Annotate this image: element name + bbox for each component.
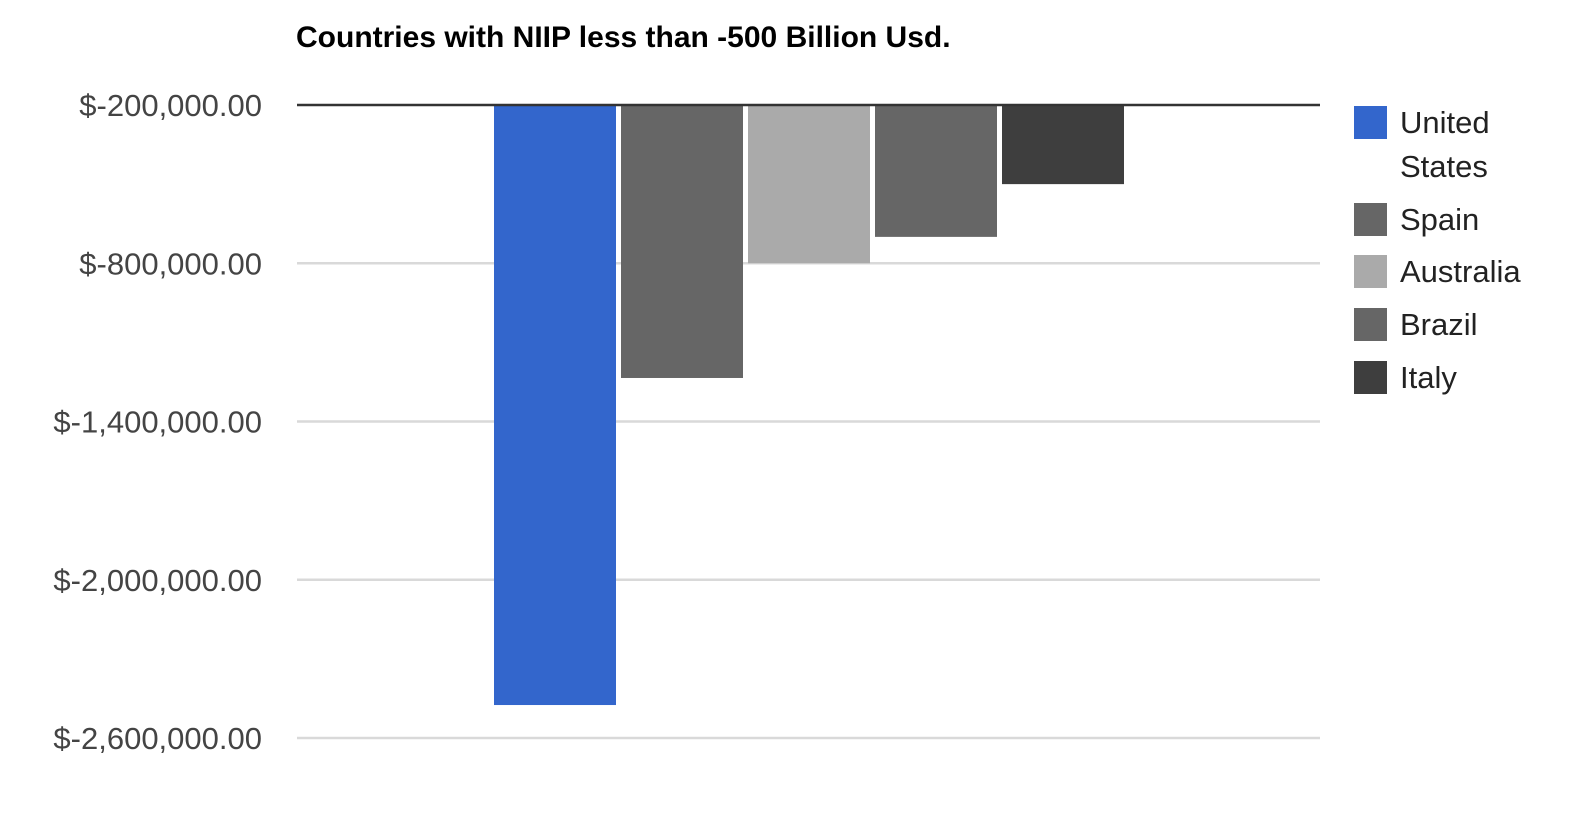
bar-brazil[interactable] — [875, 105, 997, 237]
legend[interactable]: United States Spain Australia Brazil Italy — [1354, 105, 1521, 395]
legend-swatch — [1354, 106, 1387, 139]
legend-swatch — [1354, 308, 1387, 341]
legend-label: Brazil — [1400, 307, 1478, 342]
bar-united-states[interactable] — [494, 105, 616, 706]
gridlines — [297, 262, 1320, 740]
legend-swatch — [1354, 361, 1387, 394]
legend-swatch — [1354, 203, 1387, 236]
legend-swatch — [1354, 255, 1387, 288]
legend-item-australia[interactable]: Australia — [1354, 254, 1521, 289]
bars — [494, 105, 1124, 706]
bar-italy[interactable] — [1002, 105, 1124, 185]
legend-label: Australia — [1400, 254, 1521, 289]
bar-spain[interactable] — [621, 105, 743, 378]
legend-label: United — [1400, 105, 1490, 140]
y-tick-label: $-200,000.00 — [79, 88, 262, 123]
y-tick-label: $-2,000,000.00 — [53, 563, 262, 598]
y-tick-label: $-1,400,000.00 — [53, 405, 262, 440]
legend-item-italy[interactable]: Italy — [1354, 360, 1457, 395]
legend-label: Italy — [1400, 360, 1457, 395]
y-axis-tick-labels: $-200,000.00 $-800,000.00 $-1,400,000.00 $-… — [53, 88, 262, 756]
y-tick-label: $-2,600,000.00 — [53, 721, 262, 756]
legend-item-spain[interactable]: Spain — [1354, 202, 1479, 237]
bar-australia[interactable] — [748, 105, 870, 264]
chart-title: Countries with NIIP less than -500 Billi… — [296, 21, 951, 54]
y-tick-label: $-800,000.00 — [79, 246, 262, 281]
legend-item-united-states[interactable]: United States — [1354, 105, 1490, 184]
legend-label: States — [1400, 149, 1488, 184]
legend-item-brazil[interactable]: Brazil — [1354, 307, 1478, 342]
legend-label: Spain — [1400, 202, 1479, 237]
